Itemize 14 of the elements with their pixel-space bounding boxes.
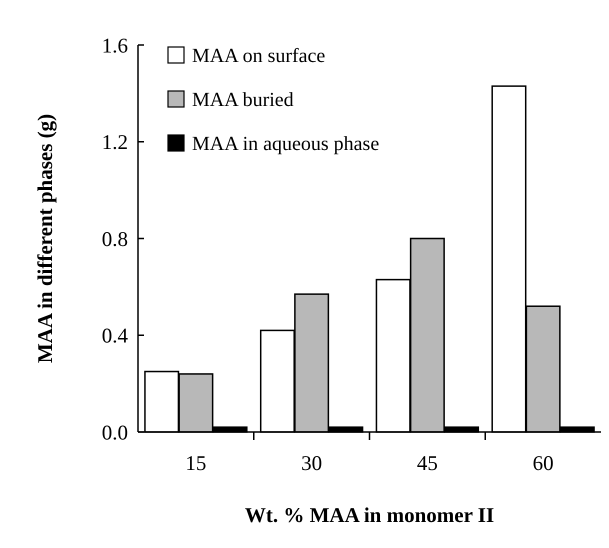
x-tick-label: 30 — [301, 451, 322, 475]
y-tick-label: 1.6 — [102, 33, 128, 58]
x-tick-label: 45 — [416, 451, 438, 475]
y-tick-label: 0.4 — [102, 324, 128, 348]
y-tick-label: 0.0 — [102, 420, 128, 444]
x-axis-title: Wt. % MAA in monomer II — [244, 503, 494, 527]
x-tick-label: 15 — [185, 451, 206, 475]
legend-label: MAA on surface — [192, 45, 326, 67]
x-tick-label: 60 — [532, 451, 554, 475]
y-axis-title: MAA in different phases (g) — [33, 114, 57, 364]
y-tick-label: 0.8 — [102, 226, 128, 251]
legend-label: MAA in aqueous phase — [192, 133, 380, 155]
legend-label: MAA buried — [192, 89, 294, 111]
y-tick-label: 1.2 — [102, 130, 128, 154]
